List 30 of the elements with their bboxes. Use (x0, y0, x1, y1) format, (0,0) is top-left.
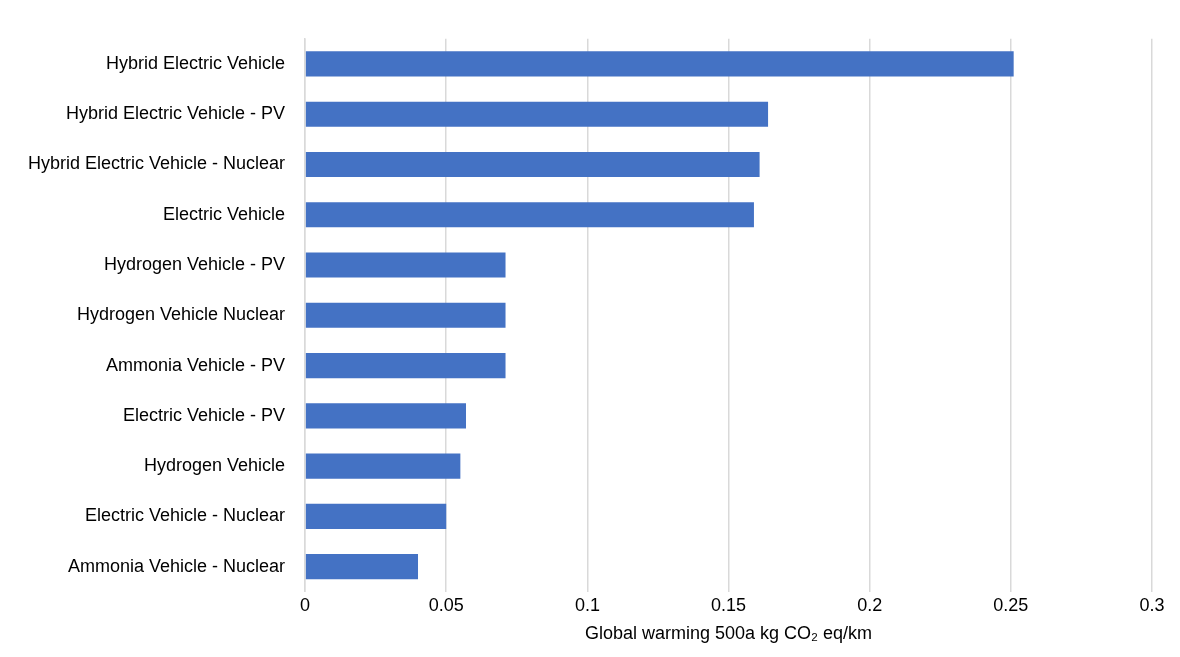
y-tick-label: Hydrogen Vehicle - PV (103, 254, 286, 274)
x-tick-label: 0.1 (574, 594, 600, 615)
y-tick-label: Hybrid Electric Vehicle - PV (66, 103, 286, 124)
y-tick-label: Hybrid Electric Vehicle (106, 52, 286, 73)
x-tick-label: 0.3 (1139, 594, 1165, 615)
y-tick-label: Ammonia Vehicle - PV (106, 354, 286, 375)
x-axis-title: Global warming 500a kg CO₂ eq/km (584, 623, 873, 644)
y-tick-label: Hybrid Electric Vehicle - Nuclear (28, 153, 286, 174)
y-tick-label: Electric Vehicle - Nuclear (85, 505, 286, 526)
y-tick-label: Electric Vehicle - PV (123, 404, 286, 425)
bar (305, 554, 419, 580)
y-tick-label: Electric Vehicle (163, 203, 286, 224)
x-tick-label: 0.25 (993, 594, 1029, 615)
bar (305, 302, 506, 328)
bar (305, 151, 760, 178)
y-tick-label: Ammonia Vehicle - Nuclear (68, 555, 286, 576)
x-tick-label: 0.05 (428, 594, 464, 615)
x-tick-label: 0.15 (711, 594, 747, 615)
x-tick-label: 0 (300, 594, 311, 615)
bar (305, 453, 461, 479)
bar (305, 252, 506, 278)
bar (305, 353, 506, 379)
x-tick-label: 0.2 (857, 594, 883, 615)
bar (305, 101, 769, 127)
bar (305, 51, 1014, 77)
y-tick-label: Hydrogen Vehicle (144, 455, 286, 476)
bar (305, 503, 447, 529)
bar (305, 403, 466, 429)
y-tick-label: Hydrogen Vehicle Nuclear (76, 304, 286, 325)
bar (305, 202, 754, 228)
